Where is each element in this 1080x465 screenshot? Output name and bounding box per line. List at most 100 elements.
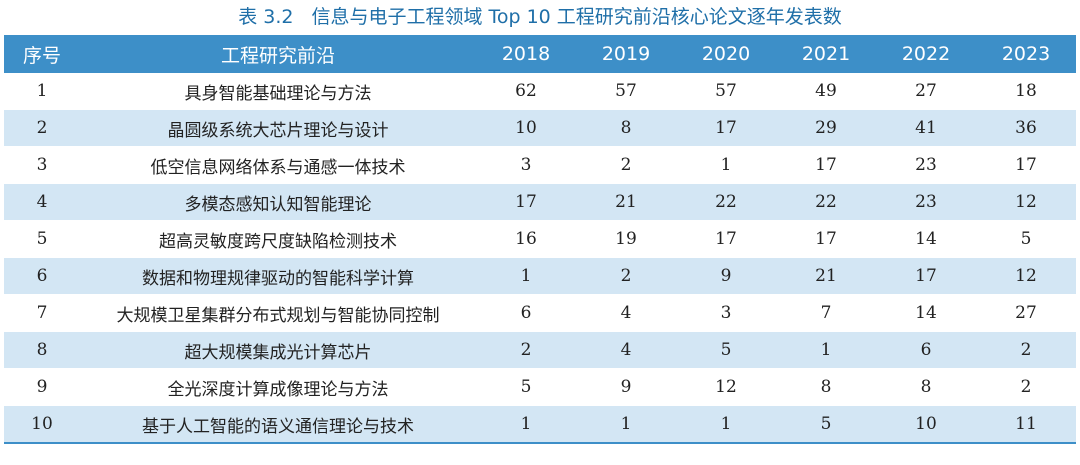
table-row: 7 大规模卫星集群分布式规划与智能协同控制 6 4 3 7 14 27: [4, 294, 1076, 332]
cell-2018: 17: [476, 183, 576, 221]
row-index: 9: [4, 368, 80, 406]
row-frontier-name: 基于人工智能的语义通信理论与技术: [80, 405, 476, 444]
table-row: 5 超高灵敏度跨尺度缺陷检测技术 16 19 17 17 14 5: [4, 220, 1076, 258]
cell-2018: 3: [476, 146, 576, 184]
row-index: 1: [4, 73, 80, 110]
row-index: 2: [4, 109, 80, 147]
cell-2020: 57: [676, 73, 776, 110]
row-index: 7: [4, 294, 80, 332]
cell-2018: 62: [476, 73, 576, 110]
cell-2020: 9: [676, 257, 776, 295]
cell-2018: 1: [476, 405, 576, 444]
header-year-2018: 2018: [476, 35, 576, 73]
row-index: 10: [4, 405, 80, 444]
cell-2022: 8: [876, 368, 976, 406]
cell-2018: 16: [476, 220, 576, 258]
cell-2018: 10: [476, 109, 576, 147]
cell-2021: 8: [776, 368, 876, 406]
row-frontier-name: 全光深度计算成像理论与方法: [80, 368, 476, 406]
cell-2022: 23: [876, 146, 976, 184]
table-row: 4 多模态感知认知智能理论 17 21 22 22 23 12: [4, 183, 1076, 221]
cell-2019: 57: [576, 73, 676, 110]
cell-2023: 17: [976, 146, 1076, 184]
header-frontier: 工程研究前沿: [80, 35, 476, 73]
cell-2019: 9: [576, 368, 676, 406]
cell-2021: 21: [776, 257, 876, 295]
cell-2023: 12: [976, 183, 1076, 221]
table-row: 6 数据和物理规律驱动的智能科学计算 1 2 9 21 17 12: [4, 257, 1076, 295]
row-frontier-name: 多模态感知认知智能理论: [80, 183, 476, 221]
row-index: 8: [4, 331, 80, 369]
cell-2022: 41: [876, 109, 976, 147]
cell-2020: 1: [676, 405, 776, 444]
row-frontier-name: 具身智能基础理论与方法: [80, 73, 476, 110]
table-row: 9 全光深度计算成像理论与方法 5 9 12 8 8 2: [4, 368, 1076, 406]
cell-2021: 49: [776, 73, 876, 110]
cell-2023: 18: [976, 73, 1076, 110]
table-header-row: 序号 工程研究前沿 2018 2019 2020 2021 2022 2023: [4, 35, 1076, 73]
cell-2019: 2: [576, 257, 676, 295]
table-number: 表 3.2: [238, 6, 294, 28]
cell-2019: 19: [576, 220, 676, 258]
row-index: 6: [4, 257, 80, 295]
cell-2022: 23: [876, 183, 976, 221]
cell-2022: 17: [876, 257, 976, 295]
row-frontier-name: 超大规模集成光计算芯片: [80, 331, 476, 369]
cell-2021: 29: [776, 109, 876, 147]
cell-2023: 36: [976, 109, 1076, 147]
cell-2022: 14: [876, 294, 976, 332]
cell-2021: 5: [776, 405, 876, 444]
cell-2020: 12: [676, 368, 776, 406]
papers-table: 序号 工程研究前沿 2018 2019 2020 2021 2022 2023 …: [4, 35, 1076, 444]
header-year-2021: 2021: [776, 35, 876, 73]
header-index: 序号: [4, 35, 80, 73]
table-row: 3 低空信息网络体系与通感一体技术 3 2 1 17 23 17: [4, 146, 1076, 184]
cell-2019: 1: [576, 405, 676, 444]
cell-2022: 10: [876, 405, 976, 444]
table-row: 8 超大规模集成光计算芯片 2 4 5 1 6 2: [4, 331, 1076, 369]
table-row: 1 具身智能基础理论与方法 62 57 57 49 27 18: [4, 73, 1076, 110]
cell-2018: 1: [476, 257, 576, 295]
cell-2020: 5: [676, 331, 776, 369]
cell-2018: 6: [476, 294, 576, 332]
cell-2023: 27: [976, 294, 1076, 332]
table-caption: 表 3.2 信息与电子工程领域 Top 10 工程研究前沿核心论文逐年发表数: [0, 0, 1080, 34]
cell-2020: 17: [676, 220, 776, 258]
cell-2018: 5: [476, 368, 576, 406]
cell-2022: 6: [876, 331, 976, 369]
cell-2023: 12: [976, 257, 1076, 295]
cell-2021: 17: [776, 146, 876, 184]
header-year-2019: 2019: [576, 35, 676, 73]
row-index: 3: [4, 146, 80, 184]
header-year-2023: 2023: [976, 35, 1076, 73]
cell-2019: 4: [576, 294, 676, 332]
row-frontier-name: 低空信息网络体系与通感一体技术: [80, 146, 476, 184]
cell-2023: 5: [976, 220, 1076, 258]
cell-2019: 21: [576, 183, 676, 221]
cell-2021: 17: [776, 220, 876, 258]
cell-2020: 17: [676, 109, 776, 147]
cell-2022: 14: [876, 220, 976, 258]
cell-2022: 27: [876, 73, 976, 110]
table-title: 信息与电子工程领域 Top 10 工程研究前沿核心论文逐年发表数: [311, 6, 842, 28]
cell-2021: 7: [776, 294, 876, 332]
cell-2020: 22: [676, 183, 776, 221]
cell-2019: 4: [576, 331, 676, 369]
cell-2019: 2: [576, 146, 676, 184]
cell-2023: 11: [976, 405, 1076, 444]
cell-2021: 1: [776, 331, 876, 369]
row-index: 5: [4, 220, 80, 258]
row-frontier-name: 晶圆级系统大芯片理论与设计: [80, 109, 476, 147]
header-year-2020: 2020: [676, 35, 776, 73]
cell-2018: 2: [476, 331, 576, 369]
row-frontier-name: 超高灵敏度跨尺度缺陷检测技术: [80, 220, 476, 258]
cell-2023: 2: [976, 368, 1076, 406]
cell-2023: 2: [976, 331, 1076, 369]
header-year-2022: 2022: [876, 35, 976, 73]
cell-2019: 8: [576, 109, 676, 147]
table-row: 10 基于人工智能的语义通信理论与技术 1 1 1 5 10 11: [4, 405, 1076, 444]
cell-2020: 1: [676, 146, 776, 184]
row-frontier-name: 数据和物理规律驱动的智能科学计算: [80, 257, 476, 295]
row-index: 4: [4, 183, 80, 221]
table-row: 2 晶圆级系统大芯片理论与设计 10 8 17 29 41 36: [4, 109, 1076, 147]
